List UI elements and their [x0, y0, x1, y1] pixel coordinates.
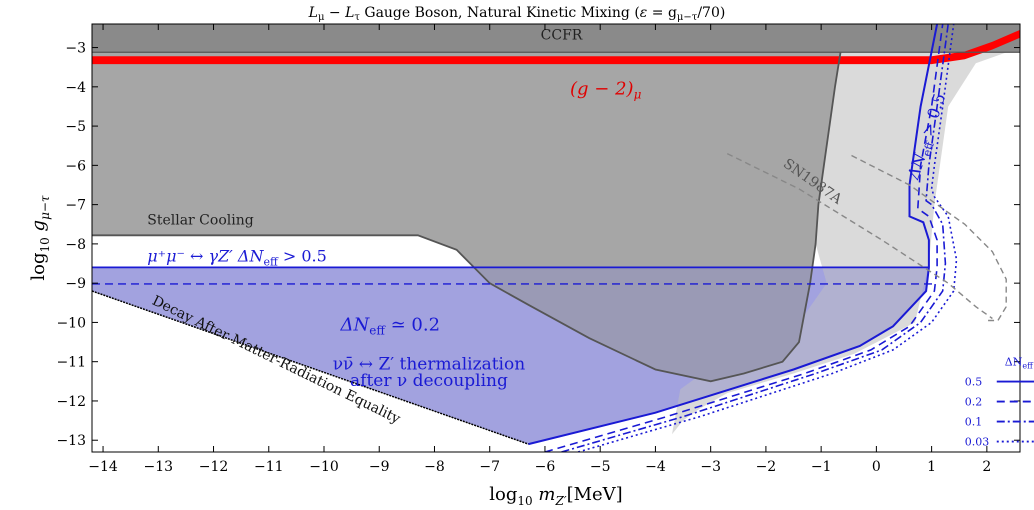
decay-boundary — [92, 290, 529, 445]
x-tick-label: 2 — [982, 459, 991, 475]
sn1987a-curve-2 — [851, 154, 1007, 322]
x-tick-label: −13 — [144, 459, 174, 475]
y-tick-label: −3 — [65, 41, 86, 57]
x-tick-label: −6 — [535, 459, 556, 475]
neff-curve-0p1 — [561, 24, 949, 452]
overlap-tint — [92, 267, 929, 445]
chart-title: Lμ − Lτ Gauge Boson, Natural Kinetic Mix… — [308, 5, 726, 23]
plot-area: CCFR (g − 2)μ Stellar Cooling μ⁺μ⁻ ↔ γZ′… — [92, 24, 1020, 452]
ccfr-label: CCFR — [541, 28, 583, 44]
stellar-cooling-region — [92, 52, 841, 382]
y-axis-label: log10 gμ−τ — [28, 195, 52, 281]
x-tick-label: 0 — [872, 459, 881, 475]
neff-02-label: ΔNeff ≃ 0.2 — [340, 314, 441, 337]
x-tick-label: −9 — [369, 459, 390, 475]
neff-curve-0p03 — [577, 24, 958, 452]
x-tick-label: −12 — [199, 459, 229, 475]
y-tick-label: −8 — [65, 237, 86, 253]
legend: ΔNeff 0.5 0.2 0.1 0.03 — [965, 356, 1034, 449]
x-tick-label: −4 — [645, 459, 666, 475]
thermalization-label-1: νν̄ ↔ Z′ thermalization — [333, 355, 525, 375]
neff-top-label: μ⁺μ⁻ ↔ γZ′ ΔNeff > 0.5 — [147, 247, 327, 269]
ccfr-region — [92, 24, 1020, 53]
stellar-cooling-curve — [92, 52, 842, 383]
stellar-cooling-label: Stellar Cooling — [147, 212, 253, 228]
x-tick-label: −7 — [479, 459, 500, 475]
x-tick-label: −1 — [811, 459, 832, 475]
y-tick-label: −6 — [65, 158, 86, 174]
plot-frame — [91, 23, 1021, 453]
y-tick-label: −7 — [65, 198, 86, 214]
legend-label: 0.2 — [965, 396, 983, 409]
gm2-label: (g − 2)μ — [570, 79, 642, 102]
exclusion-regions — [92, 24, 1020, 445]
sn1987a-region — [672, 47, 1020, 435]
x-tick-label: −5 — [590, 459, 611, 475]
x-tick-label: 1 — [927, 459, 936, 475]
legend-label: 0.5 — [965, 376, 983, 389]
x-tick-label: −2 — [756, 459, 777, 475]
y-tick-label: −5 — [65, 119, 86, 135]
axes: −14 −13 −12 −11 −10 −9 −8 −7 −6 −5 −4 −3 −2 −1 0 1 2−3−4… — [56, 24, 1020, 475]
x-tick-label: −14 — [88, 459, 118, 475]
y-tick-label: −13 — [56, 433, 86, 449]
y-tick-label: −10 — [56, 315, 86, 331]
legend-label: 0.1 — [965, 416, 983, 429]
neff-curve-0p2 — [544, 24, 944, 452]
x-axis-label: log10 mZ′[MeV] — [489, 484, 622, 508]
gm2-band — [92, 29, 1020, 65]
legend-title: ΔNeff — [1005, 356, 1034, 371]
y-tick-label: −9 — [65, 276, 86, 292]
x-tick-label: −10 — [309, 459, 339, 475]
thermalization-label-2: after ν decoupling — [350, 371, 508, 391]
x-tick-label: −11 — [254, 459, 284, 475]
y-tick-label: −4 — [65, 80, 86, 96]
y-tick-label: −11 — [56, 355, 86, 371]
curves — [92, 24, 1020, 452]
x-tick-label: −3 — [700, 459, 721, 475]
y-tick-label: −12 — [56, 394, 86, 410]
legend-label: 0.03 — [965, 436, 990, 449]
x-tick-label: −8 — [424, 459, 445, 475]
